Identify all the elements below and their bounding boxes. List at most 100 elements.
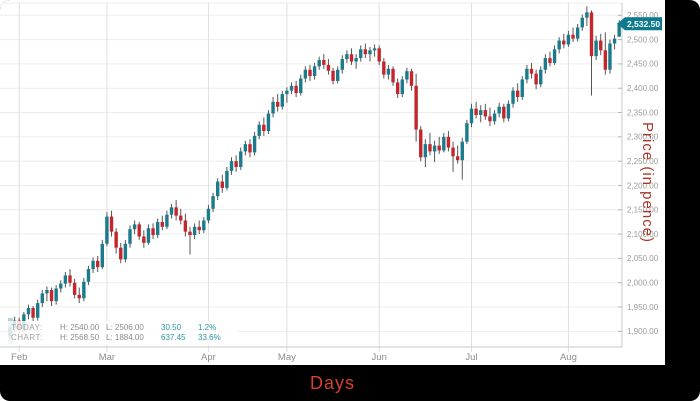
candle-down [220, 181, 224, 188]
candle-up [26, 307, 31, 315]
candle-up [359, 49, 363, 59]
y-tick-label: 2,350.00 [627, 108, 659, 117]
candle-down [571, 34, 575, 39]
candle-down [428, 144, 432, 152]
candle-down [275, 101, 280, 107]
candle-down [49, 290, 54, 302]
candle-up [202, 220, 206, 231]
candle-up [405, 71, 409, 80]
candle-down [326, 64, 331, 71]
candle-up [211, 196, 215, 209]
candle-up [552, 49, 557, 63]
candle-down [391, 68, 395, 83]
candle-up [59, 283, 63, 289]
candle-down [502, 106, 506, 119]
candle-down [409, 71, 414, 86]
y-tick-label: 2,100.00 [627, 230, 659, 239]
x-tick-label: May [278, 352, 296, 363]
today-label: TODAY: [11, 323, 43, 332]
candle-down [188, 231, 192, 236]
candle-down [534, 73, 538, 85]
candle-down [72, 282, 77, 295]
candle-up [557, 40, 561, 50]
candle-up [169, 207, 174, 215]
candle-up [82, 281, 86, 299]
candle-down [160, 221, 164, 227]
candle-up [128, 229, 132, 244]
legend-row-today: TODAY: H: 2540.00 L: 2506.00 30.50 1.2% [11, 323, 234, 333]
candle-down [589, 12, 594, 57]
candle-down [119, 247, 123, 260]
x-axis-title: Days [309, 372, 355, 393]
candle-down [77, 294, 81, 299]
y-tick-label: 2,300.00 [627, 133, 659, 142]
candle-down [137, 224, 141, 237]
candle-up [252, 135, 257, 153]
candle-up [54, 288, 58, 302]
candle-up [132, 224, 137, 230]
candle-down [234, 161, 238, 167]
candle-down [599, 40, 603, 51]
candle-down [414, 85, 418, 130]
candle-down [562, 40, 566, 45]
candle-up [368, 50, 372, 55]
candle-up [123, 243, 128, 260]
candle-down [455, 156, 460, 161]
candle-up [289, 85, 294, 91]
plot-surface: 2,550.00 2,500.00 2,450.00 2,400.00 2,350.00… [0, 0, 665, 365]
candle-up [469, 108, 474, 124]
today-change-pct: 1.2% [198, 323, 217, 332]
candle-up [257, 124, 261, 136]
candle-up [539, 69, 543, 85]
candle-up [266, 113, 271, 132]
candlestick-chart-canvas[interactable]: 2,550.00 2,500.00 2,450.00 2,400.00 2,350.00… [0, 0, 665, 365]
candle-up [280, 94, 284, 107]
chart-low: L: 1884.00 [106, 333, 144, 342]
y-tick-label: 1,950.00 [627, 303, 659, 312]
candle-down [68, 275, 72, 283]
candle-down [109, 216, 114, 232]
x-tick-label: Aug [560, 352, 577, 363]
chart-high: H: 2568.50 [60, 333, 100, 342]
candle-up [594, 40, 598, 57]
candle-up [460, 141, 464, 161]
candle-up [543, 58, 548, 70]
candle-down [262, 124, 266, 132]
candle-up [155, 221, 160, 236]
candle-up [63, 275, 68, 284]
today-high: H: 2540.00 [60, 323, 100, 332]
candle-up [442, 136, 446, 151]
candle-up [340, 59, 344, 70]
candle-up [585, 12, 589, 18]
legend-row-chart: CHART: H: 2568.50 L: 1884.00 637.45 33.6% [11, 333, 234, 343]
y-tick-label: 2,050.00 [627, 254, 659, 263]
y-tick-label: 2,400.00 [627, 84, 659, 93]
candle-up [192, 226, 197, 236]
candle-up [386, 68, 391, 75]
candle-up [285, 90, 289, 95]
candle-up [575, 27, 580, 39]
y-tick-label: 2,450.00 [627, 60, 659, 69]
candle-down [529, 68, 534, 74]
candle-down [114, 231, 118, 248]
candle-down [474, 108, 478, 115]
chart-label: CHART: [11, 333, 43, 342]
y-tick-label: 2,550.00 [627, 11, 659, 20]
candle-up [525, 68, 529, 80]
candle-down [488, 116, 492, 122]
candle-up [243, 144, 248, 152]
candle-down [483, 110, 488, 117]
x-tick-label: Jun [372, 352, 387, 363]
candle-up [566, 34, 571, 45]
candle-up [506, 103, 511, 119]
candle-down [419, 129, 423, 158]
x-tick-label: Jul [465, 352, 477, 363]
y-tick-label: 1,900.00 [627, 327, 659, 336]
candle-down [395, 82, 400, 95]
candle-up [612, 38, 617, 44]
candle-down [248, 144, 252, 153]
candle-up [497, 106, 501, 114]
candle-up [492, 113, 497, 122]
candle-up [617, 23, 621, 37]
today-change: 30.50 [161, 323, 182, 332]
